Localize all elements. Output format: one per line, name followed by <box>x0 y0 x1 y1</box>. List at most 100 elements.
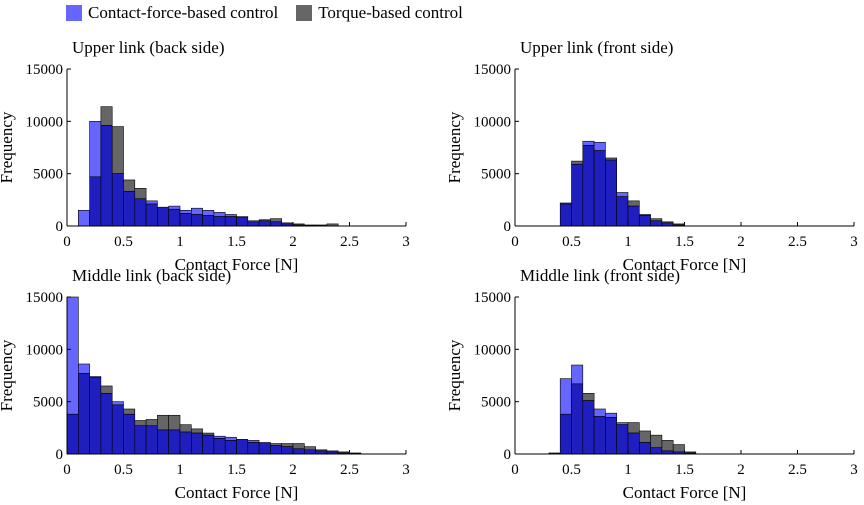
x-tick-label: 2 <box>289 462 297 478</box>
histogram-bar-overlap <box>303 449 316 455</box>
histogram-bar-overlap <box>258 220 271 227</box>
histogram-bar <box>270 218 282 223</box>
y-tick-label: 15000 <box>474 62 512 78</box>
chart-panel-1: 0 0.5 1 1.5 2 2.5 3 0 5000 10000 15000 Upper link (… <box>0 38 410 274</box>
histogram-bar <box>145 419 158 427</box>
histogram-bar <box>191 207 203 215</box>
y-tick-label: 0 <box>56 447 64 463</box>
y-tick-label: 0 <box>504 219 512 235</box>
histogram-bar <box>593 141 606 151</box>
histogram-bar-overlap <box>236 439 249 455</box>
histogram-bar-overlap <box>605 417 618 455</box>
histogram-bar <box>111 401 124 406</box>
histogram-bar-overlap <box>582 145 595 227</box>
histogram-bar-overlap <box>571 383 584 455</box>
legend-label-torque: Torque-based control <box>318 3 463 22</box>
histogram-bar <box>134 188 147 200</box>
x-tick-label: 3 <box>850 462 858 478</box>
histogram-bar-overlap <box>179 213 192 227</box>
histogram-bar-overlap <box>213 216 226 227</box>
histogram-bar-overlap <box>157 429 169 455</box>
histogram-bar <box>559 378 572 415</box>
legend-item-contact[interactable]: Contact-force-based control <box>66 3 278 23</box>
x-tick-label: 1.5 <box>227 234 246 250</box>
histogram-bar <box>672 444 685 453</box>
histogram-bar-overlap <box>270 445 282 455</box>
histogram-bar-overlap <box>224 216 237 227</box>
x-tick-label: 1.5 <box>675 462 694 478</box>
x-tick-label: 0.5 <box>562 234 581 250</box>
histogram-bar <box>145 200 158 205</box>
x-tick-label: 1.5 <box>227 462 246 478</box>
histogram-bar <box>191 428 203 434</box>
x-tick-label: 0 <box>511 234 519 250</box>
y-axis-label: Frequency <box>0 339 16 411</box>
histogram-bar-overlap <box>616 196 629 227</box>
histogram-bar-overlap <box>111 404 124 455</box>
x-axis-label: Contact Force [N] <box>175 255 299 274</box>
histogram-bar <box>270 443 282 446</box>
histogram-bar <box>157 414 169 431</box>
x-tick-label: 2.5 <box>788 234 807 250</box>
histogram-bar <box>168 414 181 431</box>
histogram-bar-overlap <box>247 442 260 455</box>
histogram-bar-overlap <box>650 447 663 455</box>
x-tick-label: 3 <box>402 234 410 250</box>
histogram-bar <box>582 392 595 401</box>
histogram-bar-overlap <box>123 413 136 455</box>
histogram-bar-overlap <box>213 437 226 455</box>
histogram-bar <box>224 436 237 441</box>
chart-legend: Contact-force-based control Torque-based… <box>66 2 481 24</box>
histogram-bar-overlap <box>638 215 651 227</box>
histogram-bar-overlap <box>281 446 294 455</box>
histogram-bar-overlap <box>191 214 203 227</box>
x-tick-label: 0.5 <box>114 462 133 478</box>
histogram-bar-overlap <box>202 215 215 227</box>
x-axis-label: Contact Force [N] <box>623 483 747 502</box>
histogram-bar-overlap <box>593 150 606 227</box>
x-tick-label: 2 <box>737 462 745 478</box>
x-tick-label: 3 <box>402 462 410 478</box>
histogram-bar <box>202 210 215 216</box>
histogram-bar-overlap <box>66 413 79 455</box>
legend-label-contact: Contact-force-based control <box>88 3 279 22</box>
x-tick-label: 1 <box>624 462 632 478</box>
x-tick-label: 0 <box>63 234 71 250</box>
histogram-bar <box>605 412 618 418</box>
y-tick-label: 10000 <box>474 114 512 130</box>
histogram-bar <box>281 443 294 447</box>
histogram-bar <box>605 157 618 161</box>
histogram-bar <box>78 210 90 227</box>
histogram-bar <box>78 363 90 374</box>
y-tick-label: 0 <box>56 219 64 235</box>
histogram-bar-overlap <box>650 220 663 227</box>
histogram-bar <box>100 385 113 394</box>
y-tick-label: 15000 <box>474 290 512 306</box>
histogram-bar <box>123 179 136 192</box>
y-axis-label: Frequency <box>0 111 16 183</box>
x-tick-label: 0 <box>511 462 519 478</box>
histogram-bar <box>89 121 102 178</box>
legend-item-torque[interactable]: Torque-based control <box>296 3 463 23</box>
histogram-bar <box>571 160 584 165</box>
histogram-bar <box>111 126 124 174</box>
y-axis-label: Frequency <box>445 111 464 183</box>
histogram-bar <box>168 205 181 210</box>
legend-swatch-contact <box>66 5 82 21</box>
x-tick-label: 1 <box>176 234 184 250</box>
y-tick-label: 10000 <box>26 114 64 130</box>
histogram-bar-overlap <box>559 413 572 455</box>
x-axis-label: Contact Force [N] <box>623 255 747 274</box>
y-tick-label: 0 <box>504 447 512 463</box>
y-tick-label: 5000 <box>33 395 63 411</box>
histogram-bar-overlap <box>123 191 136 227</box>
histogram-bar-overlap <box>236 217 249 227</box>
chart-title: Upper link (back side) <box>72 38 224 57</box>
histogram-bar <box>650 218 663 222</box>
histogram-bar <box>661 440 674 452</box>
chart-title: Upper link (front side) <box>520 38 673 57</box>
histogram-bar-overlap <box>157 206 169 227</box>
histogram-bar <box>571 364 584 385</box>
x-tick-label: 2.5 <box>788 462 807 478</box>
